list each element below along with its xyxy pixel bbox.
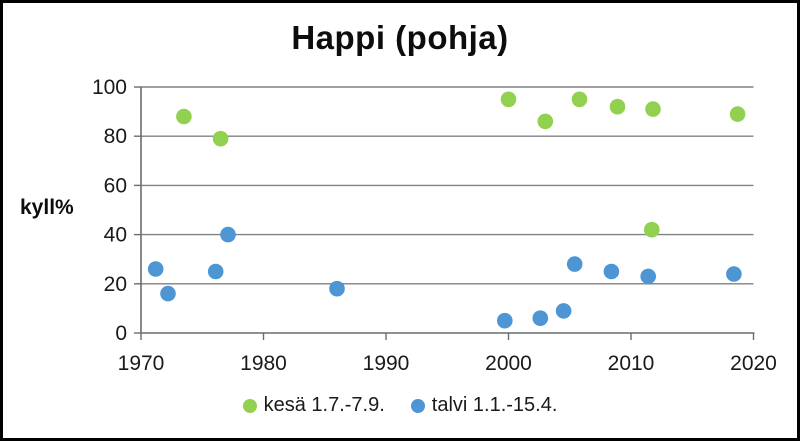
data-point-talvi-2004.5: [555, 303, 572, 319]
legend: kesä 1.7.-7.9. talvi 1.1.-15.4.: [0, 394, 800, 417]
x-tick-label-1990: 1990: [363, 352, 410, 375]
data-point-kesa-2011.8: [645, 101, 661, 117]
x-tick-label-2020: 2020: [730, 352, 777, 375]
chart-title: Happi (pohja): [291, 19, 509, 56]
talvi-legend-label: talvi 1.1.-15.4.: [431, 394, 558, 416]
data-point-talvi-1976.1: [207, 263, 224, 280]
data-point-talvi-2011.4: [640, 268, 656, 285]
data-point-talvi-1999.7: [497, 312, 513, 329]
data-point-talvi-2002.6: [532, 310, 549, 327]
legend-item-kesa: kesä 1.7.-7.9.: [242, 394, 385, 417]
data-point-kesa-2000: [500, 91, 517, 108]
x-tick-label-1970: 1970: [118, 352, 165, 375]
data-point-talvi-1977.1: [220, 226, 236, 243]
data-point-talvi-1986: [329, 280, 345, 297]
y-tick-label-20: 20: [104, 273, 127, 296]
data-point-kesa-1976.5: [212, 130, 229, 147]
data-point-talvi-1972.2: [160, 285, 176, 302]
data-point-talvi-2018.4: [726, 266, 742, 282]
data-point-talvi-1971.2: [147, 261, 164, 277]
y-tick-label-80: 80: [104, 125, 127, 148]
data-point-kesa-2003: [537, 113, 554, 130]
x-tick-label-2000: 2000: [485, 352, 532, 375]
y-tick-label-100: 100: [92, 76, 127, 99]
x-tick-label-1980: 1980: [240, 352, 287, 375]
data-point-kesa-2005.8: [571, 91, 588, 108]
y-tick-label-0: 0: [115, 322, 127, 345]
kesa-marker-icon: [242, 398, 257, 413]
data-point-kesa-2008.9: [609, 98, 626, 115]
data-point-talvi-2005.4: [566, 256, 583, 272]
y-axis-title: kyll%: [20, 196, 74, 219]
kesa-legend-label: kesä 1.7.-7.9.: [263, 394, 385, 416]
x-tick-label-2010: 2010: [608, 352, 655, 375]
y-tick-label-60: 60: [104, 174, 127, 197]
data-point-talvi-2008.4: [603, 263, 620, 280]
y-tick-label-40: 40: [104, 224, 127, 247]
data-point-kesa-2011.7: [644, 221, 660, 238]
legend-item-talvi: talvi 1.1.-15.4.: [410, 394, 558, 417]
data-point-kesa-2018.7: [729, 106, 746, 122]
data-point-kesa-1973.5: [176, 108, 192, 125]
talvi-marker-icon: [410, 398, 425, 413]
